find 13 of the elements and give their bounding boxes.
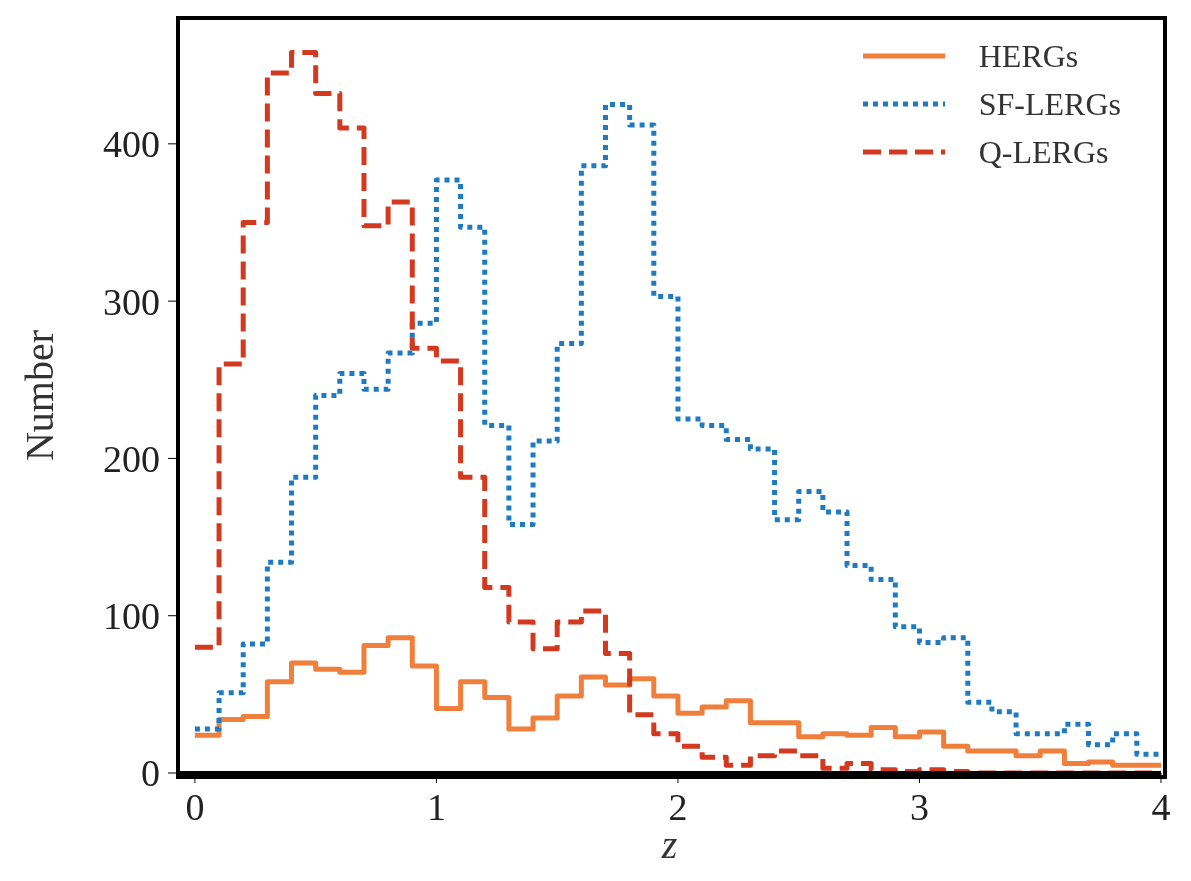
x-tick-label: 3 xyxy=(909,785,929,828)
legend-label: Q-LERGs xyxy=(978,133,1109,171)
legend-label: SF-LERGs xyxy=(978,85,1121,123)
x-tick-label: 0 xyxy=(185,785,205,828)
x-tick-label: 1 xyxy=(426,785,446,828)
legend-label: HERGs xyxy=(978,37,1079,75)
y-tick-label: 200 xyxy=(103,437,160,480)
y-axis-title: Number xyxy=(17,329,62,462)
y-tick-label: 100 xyxy=(103,595,160,638)
y-tick-label: 0 xyxy=(141,752,160,795)
x-tick-label: 4 xyxy=(1151,785,1171,828)
y-tick-label: 300 xyxy=(103,280,160,323)
y-tick-label: 400 xyxy=(103,123,160,166)
